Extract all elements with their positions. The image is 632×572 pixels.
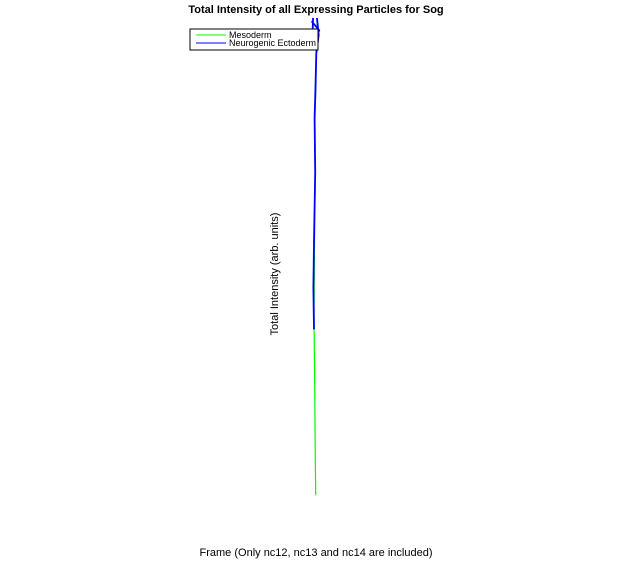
series-layer <box>310 18 321 496</box>
legend: Mesoderm Neurogenic Ectoderm <box>189 28 319 51</box>
legend-label-mesoderm: Mesoderm <box>229 30 272 40</box>
x-axis-label: Frame (Only nc12, nc13 and nc14 are incl… <box>200 547 433 559</box>
chart-title: Total Intensity of all Expressing Partic… <box>188 4 443 16</box>
legend-label-neurogenic-ectoderm: Neurogenic Ectoderm <box>229 38 316 48</box>
y-axis-label: Total Intensity (arb. units) <box>269 213 281 336</box>
legend-box <box>189 28 319 51</box>
